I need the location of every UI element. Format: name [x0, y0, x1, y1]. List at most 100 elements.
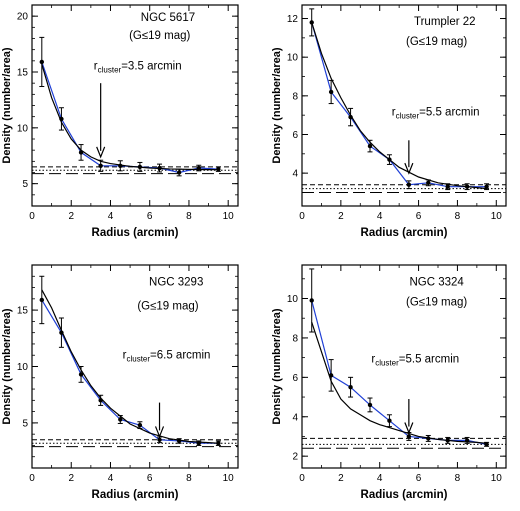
y-tick-label: 10: [17, 362, 29, 373]
x-tick-label: 4: [377, 211, 383, 222]
radius-symbol: r: [94, 60, 98, 72]
y-tick-label: 4: [292, 412, 298, 423]
radius-subscript: cluster: [396, 112, 420, 121]
observed-profile-line: [41, 299, 219, 444]
magnitude-limit: (G≤19 mag): [406, 297, 467, 309]
radius-value: =5.5 arcmin: [419, 107, 479, 119]
arrow-head-icon: [96, 146, 106, 159]
plot-frame: [301, 264, 507, 469]
data-point: [98, 163, 103, 168]
data-point: [309, 298, 314, 303]
x-axis-label: Radius (arcmin): [92, 489, 179, 501]
panel-3: 0 2 4 6 8 10 5 10 15 Radius (arcmin) Density (numb…: [1, 264, 239, 501]
y-tick-label: 6: [292, 373, 298, 384]
x-tick-label: 4: [108, 473, 114, 484]
x-tick-label: 6: [416, 211, 422, 222]
x-tick-label: 2: [68, 211, 74, 222]
data-point: [387, 418, 392, 423]
y-tick-label: 6: [292, 130, 298, 141]
data-point: [328, 89, 334, 95]
y-tick-label: 15: [17, 68, 29, 79]
cluster-radius-label: rcluster=5.5 arcmin: [392, 107, 480, 121]
panel-1: 0 2 4 6 8 10 5 10 15 20 Radius (arcmin) Density (nu…: [1, 4, 239, 239]
radius-symbol: r: [371, 353, 375, 365]
x-tick-label: 0: [299, 211, 305, 222]
x-tick-label: 0: [29, 211, 35, 222]
x-tick-label: 8: [186, 473, 192, 484]
x-tick-label: 8: [455, 473, 461, 484]
cluster-name: NGC 3293: [149, 276, 203, 288]
arrow-head-icon: [404, 422, 414, 435]
cluster-name: NGC 5617: [141, 12, 195, 24]
plot-frame: [31, 264, 239, 469]
y-tick-label: 2: [292, 452, 298, 463]
model-profile-line: [41, 64, 219, 171]
panel-2: 0 2 4 6 8 10 4 6 8 10 12 Radius (arcmin) Density (nu…: [271, 4, 507, 239]
magnitude-limit: (G≤19 mag): [137, 301, 198, 313]
data-point: [445, 184, 450, 189]
model-profile-line: [311, 22, 487, 190]
y-tick-label: 12: [287, 14, 299, 25]
x-tick-label: 2: [68, 473, 74, 484]
y-tick-label: 10: [287, 53, 299, 64]
y-tick-label: 20: [17, 12, 29, 23]
cluster-name: Trumpler 22: [414, 16, 476, 28]
x-tick-label: 4: [377, 473, 383, 484]
data-point: [39, 297, 45, 303]
x-tick-label: 10: [491, 473, 503, 484]
plot-frame: [301, 4, 507, 207]
radius-value: =6.5 arcmin: [150, 349, 210, 361]
observed-profile-line: [311, 300, 487, 445]
data-point: [426, 180, 431, 186]
y-tick-label: 5: [22, 418, 28, 429]
data-point: [176, 170, 182, 175]
x-tick-label: 8: [186, 211, 192, 222]
radius-subscript: cluster: [375, 358, 399, 367]
data-point: [348, 384, 353, 390]
model-profile-line: [311, 321, 487, 444]
y-axis-label: Density (number/area): [1, 47, 13, 163]
x-tick-label: 6: [416, 473, 422, 484]
y-tick-label: 8: [292, 333, 298, 344]
data-point: [78, 372, 84, 377]
data-point: [157, 437, 162, 443]
cluster-name: NGC 3324: [409, 276, 464, 288]
data-point: [367, 402, 373, 408]
arrow-head-icon: [154, 426, 165, 439]
data-point: [137, 422, 143, 428]
radius-subscript: cluster: [98, 65, 122, 74]
cluster-radius-label: rcluster=3.5 arcmin: [94, 60, 182, 74]
x-tick-label: 2: [338, 211, 344, 222]
cluster-radius-label: rcluster=6.5 arcmin: [123, 349, 211, 363]
magnitude-limit: (G≤19 mag): [406, 36, 467, 48]
x-tick-label: 10: [223, 211, 235, 222]
x-tick-label: 2: [338, 473, 344, 484]
magnitude-limit: (G≤19 mag): [129, 30, 190, 42]
y-tick-label: 5: [22, 179, 28, 190]
x-axis-label: Radius (arcmin): [92, 227, 179, 239]
x-tick-label: 6: [147, 211, 153, 222]
radius-symbol: r: [392, 107, 396, 119]
data-point: [406, 434, 412, 439]
y-tick-label: 10: [17, 123, 29, 134]
y-tick-label: 4: [292, 169, 298, 180]
radius-symbol: r: [123, 349, 127, 361]
y-axis-label: Density (number/area): [271, 47, 283, 163]
data-point: [484, 184, 489, 189]
x-axis-label: Radius (arcmin): [361, 489, 448, 501]
x-axis-label: Radius (arcmin): [361, 227, 448, 239]
x-tick-label: 8: [455, 211, 461, 222]
radius-subscript: cluster: [126, 354, 150, 363]
x-tick-label: 4: [108, 211, 114, 222]
x-tick-label: 0: [299, 473, 305, 484]
data-point: [39, 59, 45, 65]
model-profile-line: [41, 289, 219, 444]
arrow-head-icon: [404, 162, 414, 175]
y-axis-label: Density (number/area): [1, 308, 13, 424]
y-tick-label: 10: [287, 294, 299, 305]
x-tick-label: 10: [491, 211, 503, 222]
observed-profile-line: [41, 61, 219, 174]
y-tick-label: 8: [292, 91, 298, 102]
